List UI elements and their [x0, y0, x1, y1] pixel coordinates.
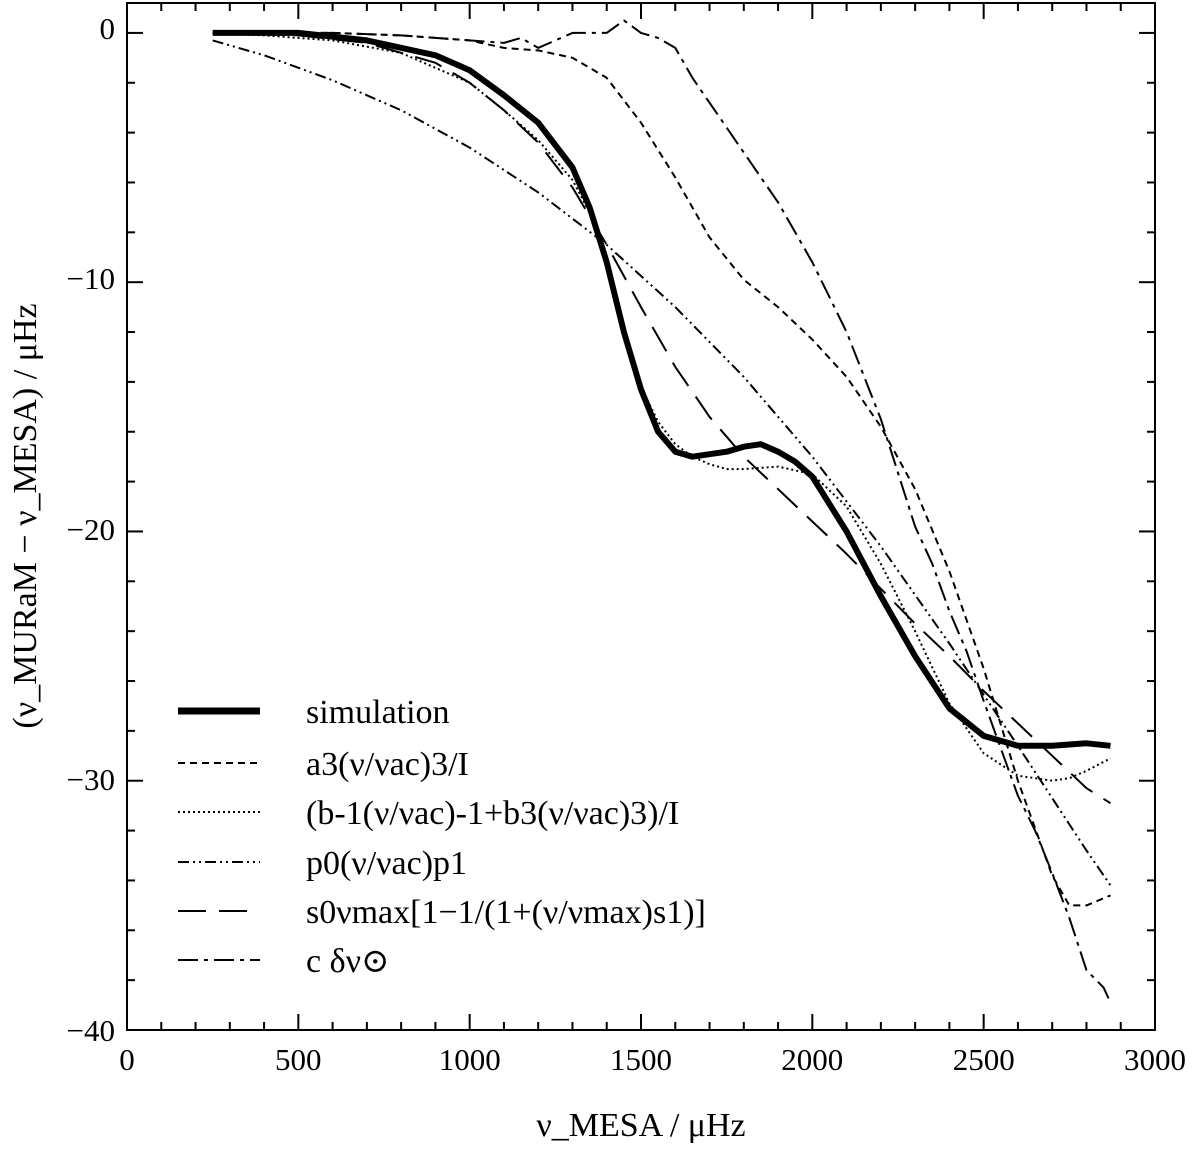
series-line-3 — [212, 39, 1112, 886]
series-line-0 — [212, 29, 1111, 749]
x-tick-label: 1500 — [610, 1042, 672, 1077]
series-line-4 — [212, 31, 1112, 805]
x-tick-label: 2000 — [781, 1042, 843, 1077]
y-tick-label: −40 — [67, 1013, 115, 1048]
legend-label-c: c δν⊙ — [306, 943, 389, 980]
y-tick-labels: 0 −10 −20 −30 −40 — [67, 11, 115, 1048]
x-tick-label: 3000 — [1124, 1042, 1186, 1077]
y-axis-title: (ν_MURaM − ν_MESA) / μHz — [7, 303, 44, 728]
x-tick-label: 2500 — [953, 1042, 1015, 1077]
legend-label-b: (b-1(ν/νac)-1+b3(ν/νac)3)/I — [306, 795, 679, 832]
legend: simulation a3(ν/νac)3/I (b-1(ν/νac)-1+b3… — [178, 694, 706, 980]
x-tick-labels: 0 500 1000 1500 2000 2500 3000 — [119, 1042, 1186, 1077]
x-tick-label: 500 — [275, 1042, 322, 1077]
legend-label-p: p0(ν/νac)p1 — [306, 845, 467, 882]
y-tick-label: 0 — [100, 11, 116, 46]
series-line-5 — [212, 19, 1112, 1004]
tick-layer — [126, 3, 1156, 1031]
legend-label-s: s0νmax[1−1/(1+(ν/νmax)s1)] — [306, 894, 706, 931]
legend-label-a3: a3(ν/νac)3/I — [306, 746, 469, 783]
series-layer — [212, 19, 1112, 1004]
x-tick-label: 1000 — [439, 1042, 501, 1077]
y-tick-label: −20 — [67, 512, 115, 547]
y-tick-label: −30 — [67, 762, 115, 797]
y-tick-label: −10 — [67, 261, 115, 296]
legend-label-simulation: simulation — [306, 694, 450, 731]
x-tick-label: 0 — [119, 1042, 135, 1077]
x-axis-title: ν_MESA / μHz — [536, 1107, 745, 1144]
